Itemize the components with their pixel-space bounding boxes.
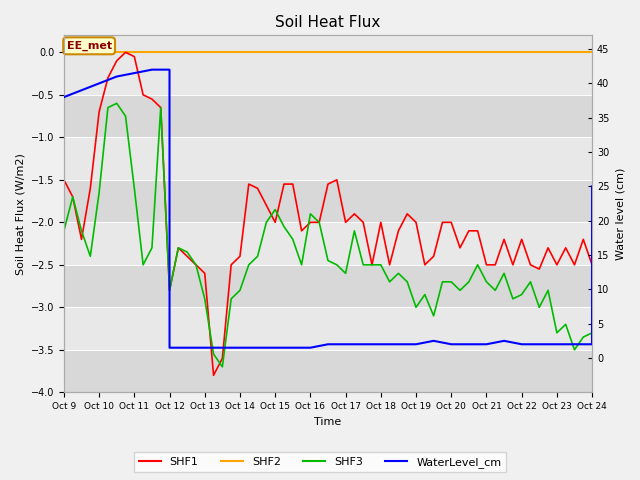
- WaterLevel_cm: [131, 70, 138, 76]
- WaterLevel_cm: [412, 341, 420, 347]
- Bar: [64, 180, 592, 222]
- SHF1: [588, 262, 596, 268]
- SHF3: [218, 364, 226, 370]
- SHF1: [192, 262, 200, 268]
- SHF3: [536, 304, 543, 310]
- WaterLevel_cm: [360, 341, 367, 347]
- Title: Soil Heat Flux: Soil Heat Flux: [275, 15, 381, 30]
- WaterLevel_cm: [166, 67, 173, 72]
- WaterLevel_cm: [148, 67, 156, 72]
- SHF3: [588, 330, 596, 336]
- X-axis label: Time: Time: [314, 417, 342, 427]
- SHF1: [262, 203, 270, 208]
- WaterLevel_cm: [95, 81, 103, 86]
- SHF3: [60, 228, 68, 234]
- SHF1: [175, 245, 182, 251]
- SHF1: [210, 372, 218, 378]
- SHF3: [262, 219, 270, 225]
- WaterLevel_cm: [201, 345, 209, 350]
- WaterLevel_cm: [447, 341, 455, 347]
- WaterLevel_cm: [465, 341, 473, 347]
- WaterLevel_cm: [166, 345, 173, 350]
- WaterLevel_cm: [77, 87, 85, 93]
- Y-axis label: Water level (cm): Water level (cm): [615, 168, 625, 260]
- WaterLevel_cm: [113, 73, 120, 79]
- SHF3: [192, 262, 200, 268]
- WaterLevel_cm: [183, 345, 191, 350]
- Bar: [64, 36, 592, 95]
- WaterLevel_cm: [553, 341, 561, 347]
- WaterLevel_cm: [430, 338, 438, 344]
- WaterLevel_cm: [253, 345, 261, 350]
- WaterLevel_cm: [483, 341, 490, 347]
- WaterLevel_cm: [324, 341, 332, 347]
- WaterLevel_cm: [342, 341, 349, 347]
- SHF1: [60, 177, 68, 183]
- Y-axis label: Soil Heat Flux (W/m2): Soil Heat Flux (W/m2): [15, 153, 25, 275]
- SHF3: [113, 100, 120, 106]
- WaterLevel_cm: [236, 345, 244, 350]
- Bar: [64, 350, 592, 392]
- Bar: [64, 95, 592, 137]
- WaterLevel_cm: [218, 345, 226, 350]
- WaterLevel_cm: [518, 341, 525, 347]
- WaterLevel_cm: [271, 345, 279, 350]
- Line: WaterLevel_cm: WaterLevel_cm: [64, 70, 592, 348]
- WaterLevel_cm: [588, 341, 596, 347]
- Bar: [64, 265, 592, 307]
- SHF1: [536, 266, 543, 272]
- WaterLevel_cm: [536, 341, 543, 347]
- SHF1: [122, 49, 129, 55]
- Bar: [64, 222, 592, 265]
- SHF1: [395, 228, 403, 234]
- Line: SHF1: SHF1: [64, 52, 592, 375]
- WaterLevel_cm: [377, 341, 385, 347]
- SHF1: [360, 219, 367, 225]
- Text: EE_met: EE_met: [67, 41, 111, 51]
- Bar: [64, 307, 592, 350]
- WaterLevel_cm: [395, 341, 403, 347]
- WaterLevel_cm: [289, 345, 296, 350]
- WaterLevel_cm: [307, 345, 314, 350]
- WaterLevel_cm: [588, 183, 596, 189]
- WaterLevel_cm: [60, 94, 68, 100]
- Bar: [64, 137, 592, 180]
- SHF3: [175, 245, 182, 251]
- WaterLevel_cm: [571, 341, 579, 347]
- SHF3: [360, 262, 367, 268]
- Legend: SHF1, SHF2, SHF3, WaterLevel_cm: SHF1, SHF2, SHF3, WaterLevel_cm: [134, 452, 506, 472]
- Line: SHF3: SHF3: [64, 103, 592, 367]
- WaterLevel_cm: [500, 338, 508, 344]
- SHF3: [395, 270, 403, 276]
